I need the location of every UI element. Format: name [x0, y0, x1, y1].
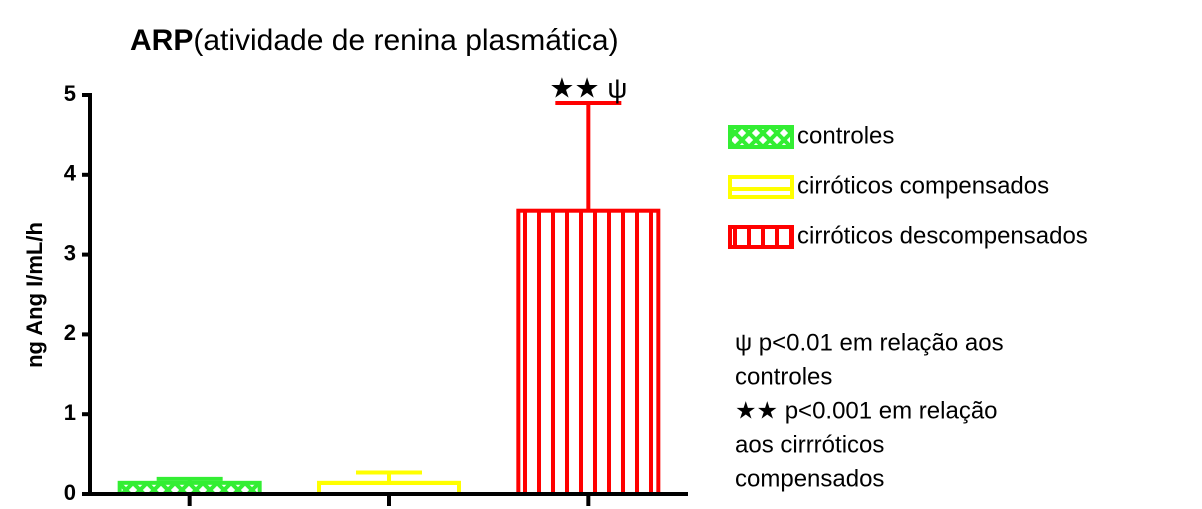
legend-label: cirróticos compensados [797, 172, 1049, 199]
bar [516, 208, 661, 497]
y-tick-label: 1 [64, 400, 76, 425]
legend-swatch [728, 225, 794, 249]
title-rest: (atividade de renina plasmática) [193, 24, 618, 57]
chart-title: ARP(atividade de renina plasmática) [130, 24, 619, 57]
legend-label: cirróticos descompensados [797, 222, 1088, 249]
note: aos cirrróticos [735, 431, 884, 458]
y-tick-label: 2 [64, 320, 76, 345]
note: ψ p<0.01 em relação aos [735, 329, 1004, 356]
y-tick-label: 5 [64, 81, 76, 106]
y-tick-label: 4 [64, 161, 77, 186]
note: compensados [735, 465, 884, 492]
note: controles [735, 363, 832, 390]
y-tick-label: 3 [64, 240, 76, 265]
y-axis-label: ng Ang I/mL/h [22, 222, 47, 368]
note: ★★ p<0.001 em relação [735, 397, 998, 424]
legend-swatch [728, 125, 794, 149]
title-bold: ARP [130, 24, 193, 57]
annotation: ★★ ψ [549, 72, 627, 103]
legend-swatch [728, 175, 794, 199]
y-tick-label: 0 [64, 480, 76, 505]
legend-label: controles [797, 122, 894, 149]
